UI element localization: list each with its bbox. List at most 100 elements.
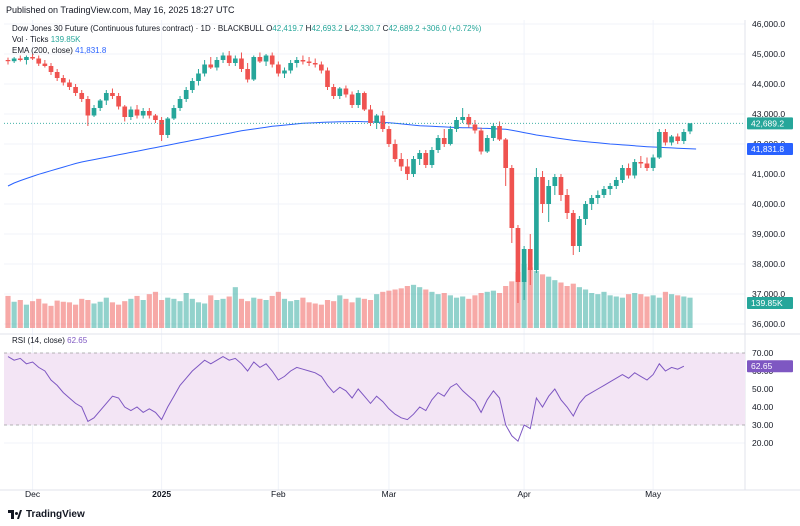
price-tick-label: 41,000.0 xyxy=(752,169,785,179)
candle-body xyxy=(558,177,564,195)
candle xyxy=(42,60,48,68)
volume-bar xyxy=(472,295,478,328)
candle xyxy=(36,55,42,66)
candle-body xyxy=(122,106,128,117)
volume-bar xyxy=(171,298,177,328)
candle xyxy=(534,168,539,273)
candle-body xyxy=(460,117,466,120)
candle xyxy=(577,216,582,252)
candle-body xyxy=(392,144,398,159)
candle xyxy=(620,165,625,183)
candle xyxy=(368,105,373,126)
candle xyxy=(343,85,349,98)
volume-bar xyxy=(644,296,650,328)
candle-body xyxy=(60,78,66,83)
volume-bar xyxy=(17,300,23,328)
time-tick-label: Mar xyxy=(382,489,397,499)
candle xyxy=(454,117,459,132)
volume-bar xyxy=(398,288,404,328)
candle xyxy=(263,54,269,66)
volume-bar xyxy=(23,304,30,328)
tradingview-logo[interactable]: TradingView xyxy=(8,509,85,520)
candle-body xyxy=(466,117,472,125)
candle xyxy=(196,69,201,86)
volume-bar xyxy=(245,301,251,328)
volume-bar xyxy=(380,291,386,328)
candle xyxy=(687,123,693,135)
volume-bar xyxy=(429,291,435,328)
candle xyxy=(116,93,121,110)
candle-body xyxy=(521,249,527,282)
close-label: C xyxy=(382,24,389,33)
volume-label[interactable]: Vol · Ticks xyxy=(12,35,49,44)
candle xyxy=(79,90,85,102)
volume-bar xyxy=(122,301,128,328)
candle xyxy=(349,91,355,108)
candle-body xyxy=(423,153,429,165)
ema-line xyxy=(7,121,697,187)
volume-tag-bg xyxy=(747,297,793,309)
volume-bar xyxy=(595,294,601,328)
candle-body xyxy=(214,60,220,68)
volume-bar xyxy=(42,303,48,328)
candle-body xyxy=(128,109,134,117)
volume-bar xyxy=(140,300,146,328)
candle-body xyxy=(503,139,509,168)
volume-bar xyxy=(152,291,159,328)
price-tick-label: 40,000.0 xyxy=(752,199,785,209)
volume-bar xyxy=(29,301,36,328)
ema-label[interactable]: EMA (200, close) xyxy=(12,46,73,55)
candle-body xyxy=(153,115,158,120)
volume-bar xyxy=(337,295,343,328)
candle-body xyxy=(73,87,78,93)
volume-bar xyxy=(607,295,613,328)
low-value: 42,330.7 xyxy=(349,24,381,33)
volume-bar xyxy=(589,293,595,328)
candle xyxy=(177,96,183,111)
volume-bar xyxy=(423,289,429,328)
high-value: 42,693.2 xyxy=(311,24,343,33)
candle xyxy=(521,246,527,300)
candle-body xyxy=(368,109,373,123)
price-tick-label: 37,000.0 xyxy=(752,289,785,299)
candle-body xyxy=(515,228,521,282)
candle xyxy=(546,180,552,222)
candle xyxy=(435,135,441,153)
volume-bar xyxy=(54,300,60,328)
candle xyxy=(527,234,533,285)
ema-price-tag: 41,831.8 xyxy=(751,144,784,154)
candle xyxy=(103,90,109,105)
tradingview-brand: TradingView xyxy=(26,509,85,520)
candle-body xyxy=(116,96,121,107)
candle xyxy=(183,87,189,102)
rsi-label[interactable]: RSI (14, close) xyxy=(12,336,65,345)
candle xyxy=(355,90,361,108)
candle-body xyxy=(681,132,687,141)
volume-bar xyxy=(367,300,374,328)
candle xyxy=(226,51,232,66)
price-tick-label: 46,000.0 xyxy=(752,19,785,29)
last-price-tag-bg xyxy=(747,117,793,130)
candle xyxy=(312,58,318,68)
volume-bar xyxy=(263,300,269,328)
time-tick-label: Dec xyxy=(25,489,41,499)
candle-body xyxy=(669,136,674,143)
volume-bar xyxy=(66,302,73,328)
candle-body xyxy=(484,138,490,152)
candle-body xyxy=(343,88,349,95)
volume-bar xyxy=(165,297,171,328)
candle xyxy=(472,120,478,134)
candle xyxy=(67,79,72,90)
candle-body xyxy=(355,93,361,105)
symbol-title[interactable]: Dow Jones 30 Future (Continuous futures … xyxy=(12,24,264,33)
candle-body xyxy=(282,70,287,74)
candle xyxy=(638,156,644,168)
candle xyxy=(110,88,115,99)
price-chart[interactable]: 46,000.045,000.044,000.043,000.042,000.0… xyxy=(0,0,800,500)
candle-body xyxy=(448,129,453,144)
candle xyxy=(497,121,502,141)
volume-bar xyxy=(226,296,232,328)
ohlc-legend: Dow Jones 30 Future (Continuous futures … xyxy=(12,24,481,33)
rsi-tick-label: 40.00 xyxy=(752,402,774,412)
volume-bar xyxy=(300,297,306,328)
